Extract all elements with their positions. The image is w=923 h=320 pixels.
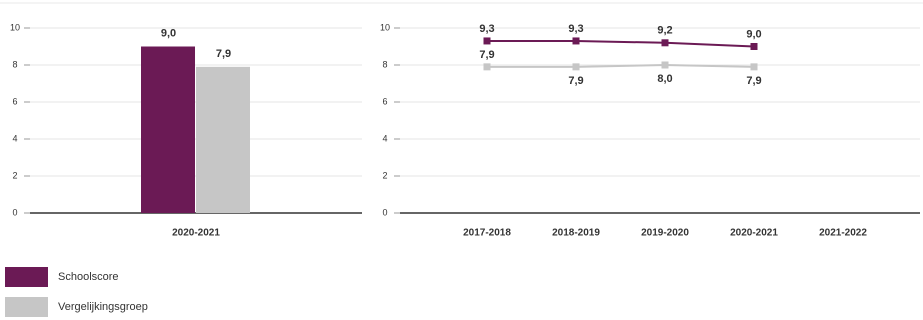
line (487, 39, 755, 48)
marker (483, 63, 491, 71)
y-tick-label: 4 (12, 133, 17, 143)
marker (483, 37, 491, 45)
y-tick-label: 6 (382, 96, 387, 106)
y-tick-label: 10 (10, 22, 20, 32)
value-label: 9,3 (479, 23, 494, 35)
value-label: 8,0 (657, 73, 672, 85)
legend-label: Vergelijkingsgroep (58, 301, 148, 313)
bar (196, 66, 250, 213)
value-label: 9,3 (568, 23, 583, 35)
x-tick-label: 2017-2018 (463, 228, 511, 239)
y-tick-label: 8 (382, 59, 387, 69)
y-tick-label: 10 (380, 22, 390, 32)
x-tick-label: 2021-2022 (819, 228, 867, 239)
value-label: 9,0 (746, 28, 761, 40)
y-tick-label: 0 (382, 207, 387, 217)
y-tick-label: 2 (12, 170, 17, 180)
marker (572, 37, 580, 45)
legend-swatch (5, 297, 48, 317)
y-tick-label: 4 (382, 133, 387, 143)
value-label: 7,9 (216, 48, 231, 60)
y-tick-label: 6 (12, 96, 17, 106)
legend-label: Schoolscore (58, 271, 119, 283)
x-tick-label: 2020-2021 (730, 228, 778, 239)
x-tick-label: 2019-2020 (641, 228, 689, 239)
marker (572, 63, 580, 71)
y-tick-label: 2 (382, 170, 387, 180)
marker (661, 39, 669, 47)
bar (141, 46, 195, 213)
marker (750, 43, 758, 50)
value-label: 9,2 (657, 25, 672, 37)
value-label: 7,9 (746, 75, 761, 87)
legend-swatch (5, 267, 48, 287)
line (487, 63, 755, 68)
value-label: 7,9 (568, 75, 583, 87)
x-tick-label: 2018-2019 (552, 228, 600, 239)
value-label: 7,9 (479, 49, 494, 61)
y-tick-label: 8 (12, 59, 17, 69)
value-label: 9,0 (161, 27, 176, 39)
x-tick-label: 2020-2021 (172, 228, 220, 239)
marker (750, 63, 758, 71)
y-tick-label: 0 (12, 207, 17, 217)
marker (661, 61, 669, 69)
